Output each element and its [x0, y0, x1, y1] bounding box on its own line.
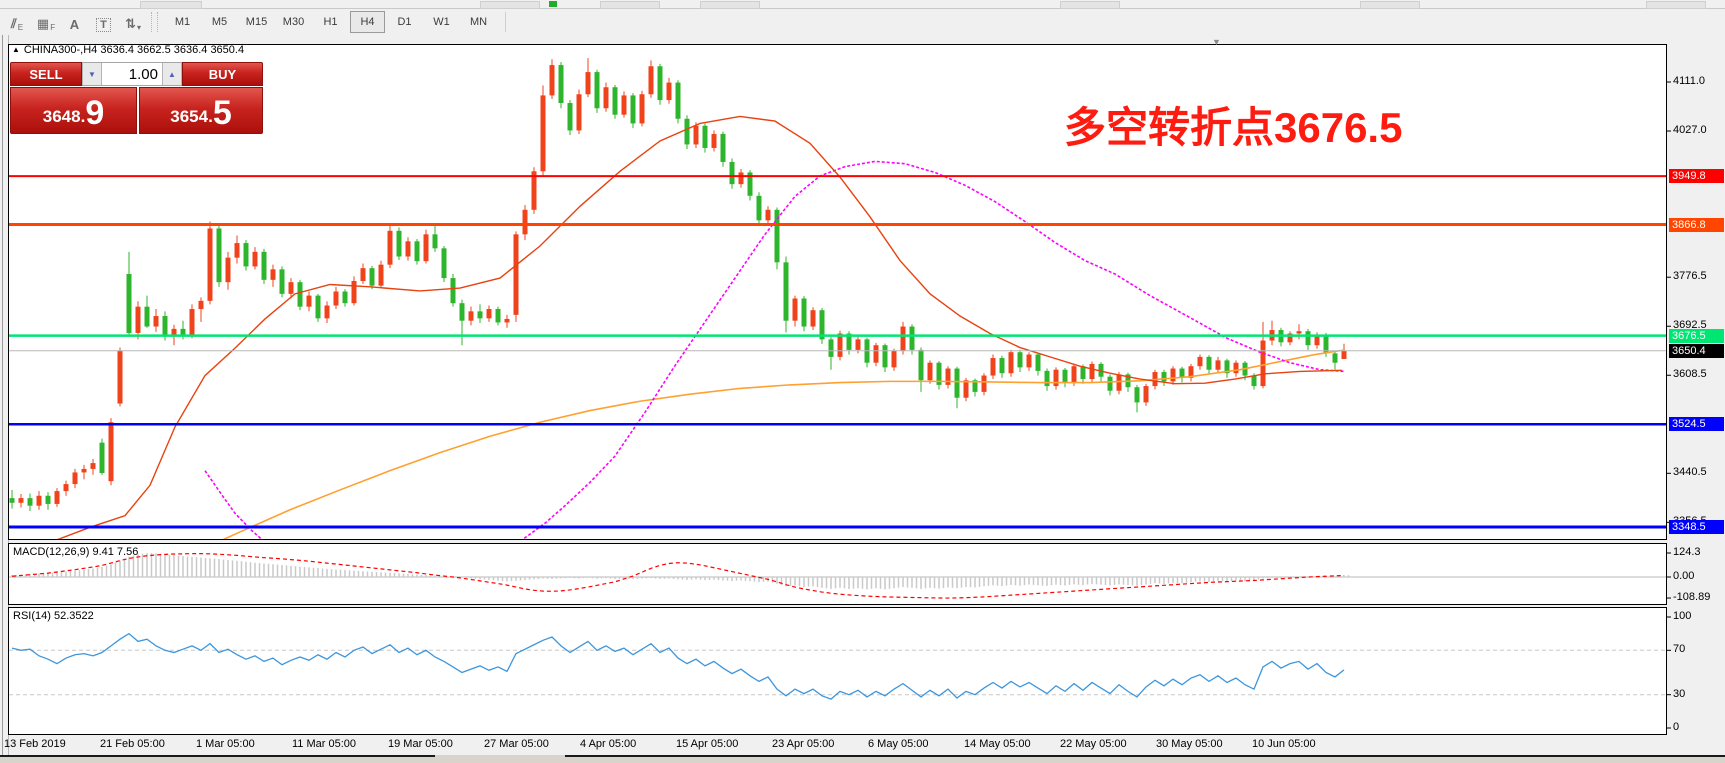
timeframe-m30-button[interactable]: M30 [282, 16, 305, 28]
bid-price-main: 3648. [42, 107, 86, 126]
date-label: 23 Apr 05:00 [772, 738, 835, 750]
price-badge: 3676.5 [1669, 328, 1724, 343]
toolbar-separator [505, 12, 506, 32]
horizontal-scrollbar[interactable] [0, 755, 1725, 763]
clipped-toolbar-row [0, 0, 1725, 9]
chart-window: 4111.04027.03776.53692.53608.53440.53356… [0, 35, 1725, 763]
toolbar-fragment [140, 1, 202, 9]
main-pane [8, 44, 1667, 540]
rsi-line [11, 632, 1345, 700]
date-label: 21 Feb 05:00 [100, 738, 165, 750]
toolbar-fragment [600, 1, 660, 9]
volume-decrease-button[interactable]: ▼ [82, 63, 102, 85]
date-label: 15 Apr 05:00 [676, 738, 739, 750]
rsi-tick: 100 [1673, 610, 1692, 622]
ma-mid-line [204, 160, 1346, 539]
date-label: 19 Mar 05:00 [388, 738, 453, 750]
price-tick: 4027.0 [1673, 124, 1707, 137]
price-tick: 4111.0 [1673, 75, 1706, 87]
timeframe-w1-button[interactable]: W1 [433, 16, 450, 28]
toolbar-fragment [480, 1, 540, 9]
macd-tick: 124.3 [1673, 545, 1701, 558]
arrange-arrows-icon[interactable]: ⇅ ▾ [125, 16, 141, 32]
timeframe-m1-button[interactable]: M1 [174, 16, 191, 28]
price-tick: 3776.5 [1673, 270, 1707, 283]
symbol-ohlc-text: CHINA300-,H4 3636.4 3662.5 3636.4 3650.4 [23, 44, 245, 56]
toolbar-fragment-green [549, 1, 557, 7]
text-label-icon[interactable]: A [69, 17, 80, 32]
main-pane-content [9, 58, 1347, 539]
toolbar-fragment [1646, 1, 1706, 9]
sell-button[interactable]: SELL [10, 62, 82, 86]
scrollbar-segment[interactable] [565, 755, 1725, 757]
bid-price-display[interactable]: 3648. 9 [10, 87, 137, 134]
price-badge: 3524.5 [1669, 417, 1724, 432]
price-badge: 3949.8 [1669, 169, 1724, 184]
buy-button[interactable]: BUY [182, 62, 263, 86]
date-label: 6 May 05:00 [868, 738, 929, 750]
macd-tick: -108.89 [1673, 591, 1711, 604]
chart-toolbar: ⫽ E ▦ F A T ⇅ ▾ M1 M5 M15 M30 H1 H4 D1 W1 MN [0, 9, 1725, 36]
timeframe-h1-button[interactable]: H1 [323, 16, 338, 28]
ask-price-display[interactable]: 3654. 5 [139, 87, 263, 134]
chart-title: ▲ CHINA300-,H4 3636.4 3662.5 3636.4 3650.… [12, 44, 244, 56]
price-tick: 3440.5 [1673, 466, 1707, 479]
volume-input[interactable] [102, 63, 162, 85]
candles [9, 58, 1347, 511]
macd-content [9, 553, 1666, 599]
rsi-pane [8, 607, 1667, 735]
chart-canvas[interactable] [0, 35, 1725, 763]
crosshair-draw-icon[interactable]: ⫽ E [10, 16, 24, 32]
date-label: 10 Jun 05:00 [1252, 738, 1316, 750]
macd-pane [8, 543, 1667, 605]
date-label: 13 Feb 2019 [4, 738, 66, 750]
timeframe-d1-button[interactable]: D1 [397, 16, 412, 28]
one-click-trading-panel: SELL ▼ ▲ BUY 3648.9 3654.5 [10, 62, 263, 166]
toolbar-fragment [700, 1, 760, 9]
date-label: 27 Mar 05:00 [484, 738, 549, 750]
toolbar-separator [151, 12, 158, 32]
price-badge: 3348.5 [1669, 519, 1724, 534]
date-label: 22 May 05:00 [1060, 738, 1127, 750]
window-collapse-icon[interactable]: ▲ [12, 45, 20, 54]
toolbar-fragment [1060, 1, 1120, 9]
timeframe-h4-button[interactable]: H4 [350, 11, 385, 33]
volume-spinner: ▼ ▲ [82, 62, 182, 86]
price-tick: 3692.5 [1673, 319, 1707, 332]
date-label: 1 Mar 05:00 [196, 738, 255, 750]
toolbar-fragment [1360, 1, 1420, 9]
rsi-tick: 0 [1673, 721, 1680, 733]
timeframe-mn-button[interactable]: MN [469, 16, 488, 28]
ma-fast-line [57, 115, 1343, 539]
chart-shift-marker-icon[interactable]: ▼ [1212, 37, 1221, 47]
timeframe-m5-button[interactable]: M5 [211, 16, 228, 28]
price-tick: 3608.5 [1673, 368, 1707, 381]
rsi-tick: 70 [1673, 643, 1686, 656]
grid-icon[interactable]: ▦ F [36, 16, 56, 32]
volume-increase-button[interactable]: ▲ [162, 63, 182, 85]
macd-signal-line [11, 553, 1345, 599]
price-badge: 3650.4 [1669, 343, 1724, 358]
date-label: 14 May 05:00 [964, 738, 1031, 750]
date-label: 11 Mar 05:00 [292, 738, 357, 750]
rsi-content [9, 632, 1666, 700]
rsi-tick: 30 [1673, 687, 1686, 700]
macd-indicator-label: MACD(12,26,9) 9.41 7.56 [13, 546, 139, 558]
ask-price-fraction: 5 [212, 94, 232, 132]
chart-annotation-text: 多空转折点3676.5 [1064, 104, 1403, 151]
text-box-icon[interactable]: T [92, 12, 116, 32]
macd-tick: 0.00 [1673, 570, 1695, 582]
date-label: 4 Apr 05:00 [580, 738, 637, 750]
bid-price-fraction: 9 [85, 94, 105, 132]
rsi-indicator-label: RSI(14) 52.3522 [13, 610, 94, 622]
ask-price-main: 3654. [170, 107, 213, 126]
price-badge: 3866.8 [1669, 217, 1724, 232]
scrollbar-segment[interactable] [0, 755, 435, 757]
timeframe-m15-button[interactable]: M15 [245, 16, 268, 28]
ma-slow-line [222, 349, 1346, 539]
date-label: 30 May 05:00 [1156, 738, 1223, 750]
